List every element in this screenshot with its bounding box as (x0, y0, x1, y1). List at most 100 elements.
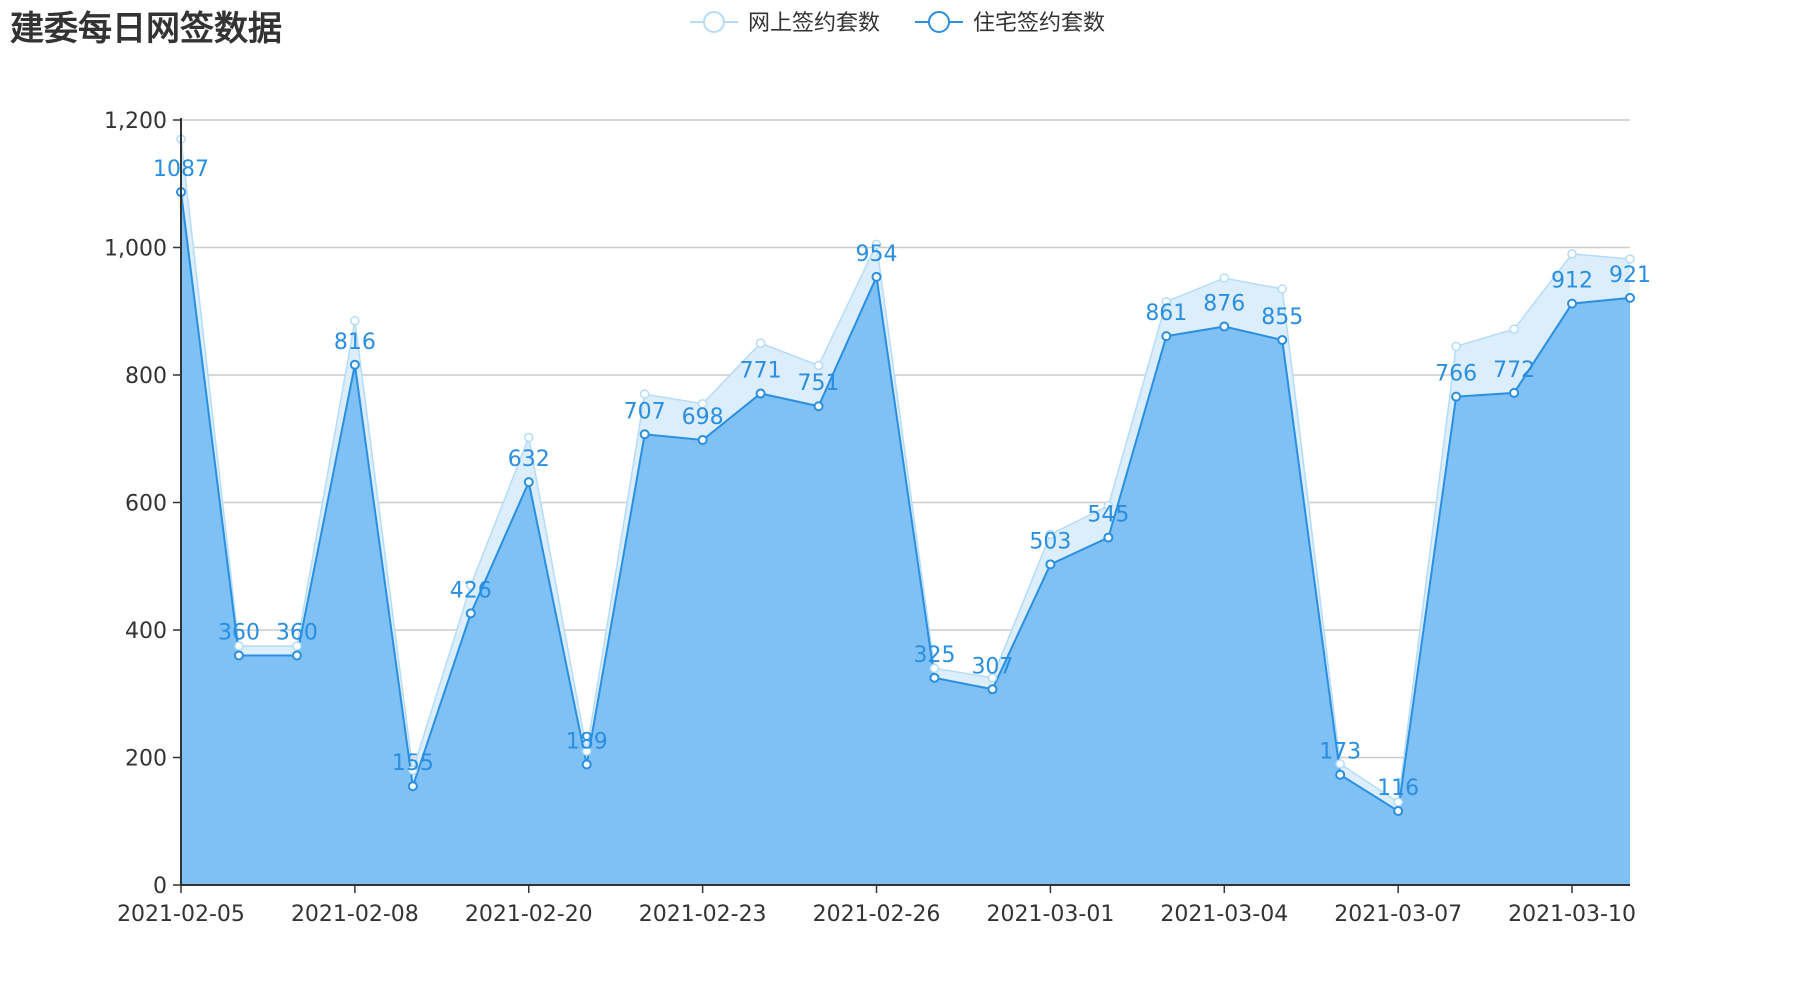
data-point-residential[interactable] (697, 435, 708, 446)
data-point-residential[interactable] (1509, 387, 1520, 398)
data-label: 751 (798, 371, 840, 396)
legend-marker-online-icon (703, 11, 725, 33)
data-point-online[interactable] (755, 338, 766, 348)
data-point-online[interactable] (1161, 296, 1172, 307)
data-point-residential[interactable] (871, 271, 882, 282)
legend[interactable]: 网上签约套数 住宅签约套数 (690, 11, 1105, 36)
data-point-residential[interactable] (1451, 391, 1462, 402)
data-point-residential[interactable] (291, 650, 302, 661)
data-label: 503 (1029, 529, 1071, 554)
data-point-residential[interactable] (407, 781, 418, 792)
data-point-online[interactable] (1277, 284, 1287, 294)
data-point-residential[interactable] (1567, 298, 1578, 309)
data-label: 954 (856, 242, 898, 267)
data-point-residential[interactable] (465, 608, 476, 619)
data-label: 307 (971, 654, 1013, 679)
data-point-residential[interactable] (1277, 334, 1288, 345)
legend-item-residential[interactable]: 住宅签约套数 (915, 11, 1105, 36)
data-point-online[interactable] (1451, 341, 1461, 352)
data-label: 325 (913, 643, 955, 668)
data-point-residential[interactable] (1103, 532, 1114, 543)
area-residential (181, 192, 1630, 886)
data-point-residential[interactable] (581, 759, 592, 770)
data-point-residential[interactable] (639, 429, 650, 440)
data-point-online[interactable] (929, 663, 940, 673)
y-tick-label: 400 (125, 619, 167, 644)
data-point-residential[interactable] (1219, 321, 1230, 332)
data-label: 189 (566, 730, 608, 755)
data-label: 861 (1145, 301, 1187, 326)
y-tick-label: 800 (125, 364, 167, 389)
y-tick-label: 0 (153, 874, 167, 899)
data-point-online[interactable] (1335, 759, 1345, 769)
data-label: 426 (450, 578, 492, 603)
data-point-online[interactable] (408, 765, 418, 775)
y-tick-label: 200 (125, 747, 167, 772)
legend-marker-residential-icon (928, 11, 950, 33)
data-point-online[interactable] (524, 432, 534, 443)
x-tick-label: 2021-02-23 (639, 902, 767, 927)
data-label: 921 (1609, 263, 1651, 288)
data-label: 766 (1435, 362, 1477, 387)
data-point-residential[interactable] (1625, 292, 1635, 303)
data-point-online[interactable] (639, 389, 650, 399)
chart-title: 建委每日网签数据 (10, 9, 282, 49)
data-label: 360 (218, 621, 260, 646)
data-label: 173 (1319, 740, 1361, 765)
x-tick-label: 2021-03-01 (986, 902, 1114, 927)
data-point-residential[interactable] (1161, 331, 1172, 342)
data-point-residential[interactable] (987, 684, 998, 695)
data-point-online[interactable] (1509, 324, 1519, 334)
data-point-residential[interactable] (755, 388, 766, 399)
data-label: 632 (508, 447, 550, 472)
data-label: 545 (1087, 503, 1129, 528)
data-point-online[interactable] (234, 641, 244, 651)
data-point-online[interactable] (1567, 249, 1577, 259)
data-label: 816 (334, 330, 376, 355)
data-point-online[interactable] (987, 673, 998, 683)
data-point-residential[interactable] (813, 401, 824, 412)
x-tick-label: 2021-02-08 (291, 902, 419, 927)
data-point-online[interactable] (1219, 273, 1230, 283)
series-line-residential (180, 191, 1631, 813)
data-point-online[interactable] (350, 316, 360, 326)
x-tick-label: 2021-03-10 (1508, 902, 1636, 927)
legend-label-online: 网上签约套数 (748, 11, 880, 36)
x-tick-label: 2021-02-26 (813, 902, 941, 927)
data-point-residential[interactable] (1335, 769, 1346, 780)
data-point-online[interactable] (1045, 529, 1056, 540)
data-point-residential[interactable] (1045, 559, 1056, 570)
data-label: 155 (392, 751, 434, 776)
data-label: 698 (682, 405, 724, 430)
legend-label-residential: 住宅签约套数 (973, 11, 1105, 36)
data-point-online[interactable] (581, 746, 592, 756)
data-label: 772 (1493, 358, 1535, 383)
data-point-online[interactable] (1625, 254, 1635, 264)
data-label: 876 (1203, 292, 1245, 317)
data-label: 360 (276, 621, 318, 646)
data-point-residential[interactable] (929, 672, 940, 683)
data-point-residential[interactable] (523, 477, 534, 488)
data-point-online[interactable] (697, 398, 708, 409)
data-label: 855 (1261, 305, 1303, 330)
data-point-online[interactable] (813, 360, 824, 371)
x-tick-label: 2021-02-05 (117, 902, 245, 927)
data-point-residential[interactable] (1393, 806, 1404, 817)
data-label: 707 (624, 399, 666, 424)
data-label: 116 (1377, 776, 1419, 801)
data-point-online[interactable] (466, 580, 476, 591)
x-tick-label: 2021-02-20 (465, 902, 593, 927)
data-label: 912 (1551, 269, 1593, 294)
x-tick-label: 2021-03-07 (1334, 902, 1462, 927)
series-line-online (180, 139, 1631, 804)
legend-item-online[interactable]: 网上签约套数 (690, 11, 880, 36)
y-tick-label: 1,200 (104, 109, 167, 134)
data-point-online[interactable] (292, 641, 302, 651)
data-point-residential[interactable] (349, 359, 360, 370)
y-tick-label: 1,000 (104, 237, 167, 262)
data-point-online[interactable] (1103, 500, 1114, 511)
data-point-online[interactable] (871, 239, 882, 250)
data-point-residential[interactable] (233, 650, 244, 661)
